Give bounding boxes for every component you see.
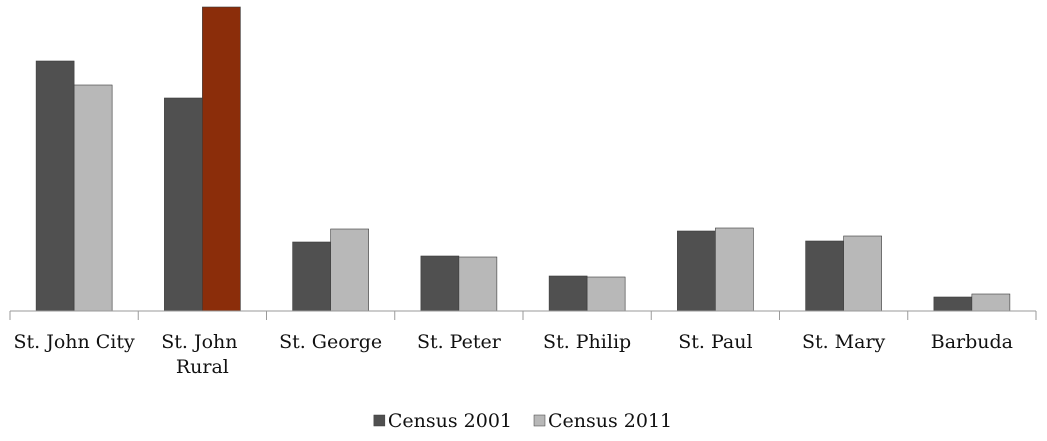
legend-marker <box>533 414 546 427</box>
bar <box>843 235 882 312</box>
bar <box>586 276 626 312</box>
bar <box>677 230 716 312</box>
bar <box>933 296 973 312</box>
bar <box>715 227 754 312</box>
bar <box>458 256 498 312</box>
x-tick-label: St. George <box>279 331 382 353</box>
bar <box>35 60 75 312</box>
legend-marker <box>373 414 386 427</box>
bar <box>73 84 113 312</box>
x-tick-label: St. John City <box>13 331 135 353</box>
bar <box>292 241 331 312</box>
bar <box>164 97 203 312</box>
legend: Census 2001 Census 2011 <box>373 410 672 432</box>
bar <box>202 6 241 312</box>
bar <box>971 293 1011 312</box>
bar <box>805 240 844 312</box>
x-tick-label: St. Paul <box>678 331 752 353</box>
x-tick-label: St. Peter <box>417 331 502 353</box>
x-tick-label: Barbuda <box>931 331 1013 353</box>
x-tick-label: St. Mary <box>802 331 886 353</box>
legend-label: Census 2001 <box>388 410 512 432</box>
bar <box>548 275 588 312</box>
legend-label: Census 2011 <box>548 410 672 432</box>
bar <box>330 228 369 312</box>
bar <box>420 255 460 312</box>
x-tick-label: St. Philip <box>543 331 631 353</box>
x-tick-label: St. John Rural <box>161 331 243 378</box>
